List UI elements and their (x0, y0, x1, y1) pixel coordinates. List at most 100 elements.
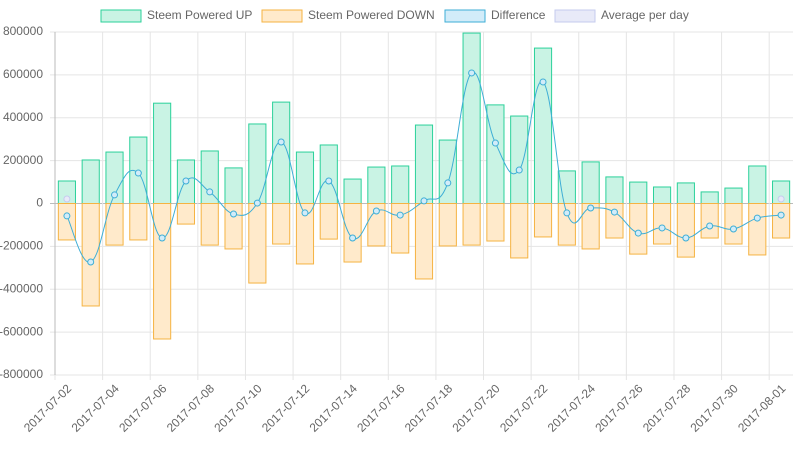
x-tick-label: 2017-07-26 (592, 381, 646, 435)
bar (224, 167, 243, 205)
legend-swatch (261, 9, 303, 23)
bar (676, 182, 695, 204)
x-tick-label: 2017-07-16 (354, 381, 408, 435)
point (563, 209, 571, 217)
point (277, 138, 285, 146)
bar (129, 203, 148, 241)
x-tick-label: 2017-07-08 (164, 381, 218, 435)
y-tick-label: -800000 (0, 367, 43, 381)
bar (629, 181, 648, 204)
point (230, 210, 238, 218)
x-tick-label: 2017-07-14 (307, 381, 361, 435)
bar (724, 187, 743, 205)
bar (581, 203, 600, 250)
y-tick-label: -400000 (0, 281, 43, 295)
x-tick-label: 2017-08-01 (735, 381, 789, 435)
bar (272, 203, 291, 245)
point (134, 169, 142, 177)
point (682, 234, 690, 242)
bar (748, 203, 767, 256)
x-tick-label: 2017-07-30 (688, 381, 742, 435)
bar (486, 203, 505, 242)
legend-swatch (444, 9, 486, 23)
bar (605, 203, 624, 239)
bar (176, 203, 196, 225)
x-tick-label: 2017-07-06 (116, 381, 170, 435)
x-tick-label: 2017-07-24 (545, 381, 599, 435)
point (468, 69, 476, 77)
bar (414, 203, 434, 280)
bar (772, 203, 791, 239)
point (515, 166, 523, 174)
bar (438, 139, 457, 204)
bar (462, 32, 481, 205)
point (658, 224, 666, 232)
x-tick-label: 2017-07-22 (497, 381, 551, 435)
bar (319, 203, 338, 240)
point (206, 188, 214, 196)
bar (462, 203, 481, 246)
bar (200, 150, 219, 204)
y-tick-label: -600000 (0, 324, 43, 338)
y-tick-label: 200000 (3, 153, 43, 167)
y-tick-label: 600000 (3, 67, 43, 81)
y-tick-label: 0 (36, 196, 43, 210)
bar (414, 124, 434, 204)
point (444, 179, 452, 187)
point (777, 211, 785, 219)
legend-label: Difference (491, 8, 546, 22)
y-tick-label: 800000 (3, 24, 43, 38)
point (396, 211, 404, 219)
point (729, 225, 737, 233)
bar (533, 47, 553, 204)
bar (319, 144, 338, 205)
point (111, 191, 119, 199)
bar (248, 123, 267, 204)
bar (295, 203, 315, 265)
point (539, 78, 547, 86)
bar (391, 165, 410, 204)
legend-label: Steem Powered DOWN (308, 8, 435, 22)
point (253, 199, 261, 207)
bar (533, 203, 553, 238)
x-tick-label: 2017-07-10 (211, 381, 265, 435)
point (706, 222, 714, 230)
bar (153, 203, 172, 340)
legend-label: Steem Powered UP (147, 8, 252, 22)
point (753, 214, 761, 222)
point (158, 234, 166, 242)
bar (200, 203, 219, 246)
x-tick-label: 2017-07-28 (640, 381, 694, 435)
bar (605, 176, 624, 204)
bar (81, 159, 100, 204)
bar (700, 203, 719, 239)
bar (652, 203, 672, 245)
point (87, 258, 95, 266)
point (372, 207, 380, 215)
bar (367, 203, 386, 247)
bar (153, 102, 172, 204)
bar (557, 203, 576, 246)
point (301, 209, 309, 217)
bar (295, 151, 315, 205)
point (491, 139, 499, 147)
bar (367, 166, 386, 204)
bar (343, 203, 362, 263)
bar (438, 203, 457, 247)
point (325, 177, 333, 185)
bar (57, 203, 76, 241)
bar (510, 115, 529, 204)
point (634, 229, 642, 237)
bar (724, 203, 743, 245)
point (182, 177, 190, 185)
point (777, 195, 785, 203)
bar (248, 203, 267, 284)
bar (652, 186, 672, 204)
point (587, 204, 595, 212)
bar (748, 165, 767, 204)
bar (629, 203, 648, 255)
y-tick-label: -200000 (0, 239, 43, 253)
x-tick-label: 2017-07-20 (449, 381, 503, 435)
bar (343, 178, 362, 204)
